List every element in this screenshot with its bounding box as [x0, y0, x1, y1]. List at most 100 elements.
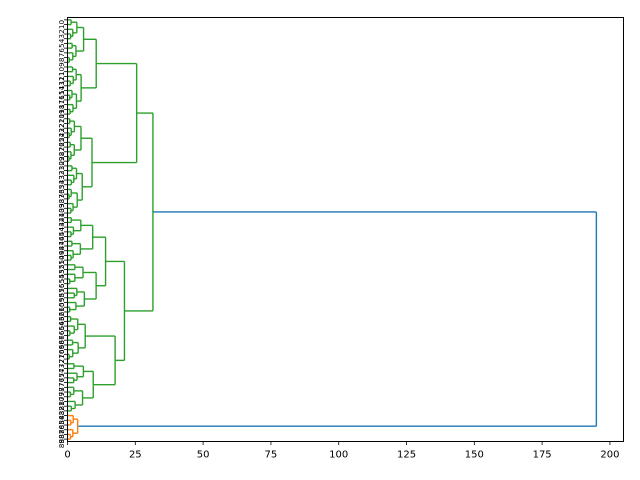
leaf-label: 86 — [58, 424, 66, 433]
leaf-label: 31 — [58, 166, 66, 175]
leaf-label: 46 — [58, 236, 66, 245]
x-tick-label: 75 — [265, 450, 278, 461]
leaf-label: 14 — [58, 85, 66, 94]
leaf-label: 64 — [58, 321, 66, 330]
leaf-label: 1 — [58, 25, 66, 29]
leaf-label: 38 — [58, 199, 66, 208]
leaf-label: 24 — [58, 132, 66, 141]
dendrogram-links — [67, 19, 598, 440]
leaf-label: 56 — [58, 283, 66, 292]
leaf-label: 68 — [58, 340, 66, 349]
leaf-label: 12 — [58, 76, 66, 85]
leaf-label: 60 — [58, 303, 66, 312]
leaf-label: 5 — [58, 43, 66, 47]
leaf-label: 8 — [58, 58, 66, 62]
leaf-label: 9 — [58, 62, 66, 66]
leaf-label: 79 — [58, 392, 66, 401]
leaf-label: 77 — [58, 383, 66, 392]
leaf-label: 42 — [58, 218, 66, 227]
leaf-label: 19 — [58, 109, 66, 118]
leaf-label: 84 — [58, 415, 66, 424]
leaf-label: 57 — [58, 288, 66, 297]
leaf-label: 39 — [58, 204, 66, 213]
leaf-label: 58 — [58, 293, 66, 302]
leaf-label: 70 — [58, 350, 66, 359]
leaf-label: 74 — [58, 368, 66, 377]
leaf-label: 71 — [58, 354, 66, 363]
leaf-label: 17 — [58, 100, 66, 109]
x-tick-label: 0 — [64, 450, 70, 461]
leaf-label: 59 — [58, 298, 66, 307]
leaf-label: 15 — [58, 91, 66, 100]
leaf-label: 34 — [58, 180, 66, 189]
leaf-label: 53 — [58, 270, 66, 279]
leaf-label: 55 — [58, 279, 66, 288]
leaf-label: 69 — [58, 345, 66, 354]
leaf-label: 45 — [58, 232, 66, 241]
leaf-label: 20 — [58, 114, 66, 123]
leaf-label: 52 — [58, 265, 66, 274]
leaf-label: 21 — [58, 119, 66, 128]
leaf-label: 87 — [58, 430, 66, 439]
x-tick-label: 150 — [465, 450, 484, 461]
leaf-label: 37 — [58, 194, 66, 203]
leaf-label: 63 — [58, 317, 66, 326]
leaf-label: 41 — [58, 213, 66, 222]
leaf-label: 2 — [58, 29, 66, 33]
leaf-label: 62 — [58, 312, 66, 321]
leaf-label: 61 — [58, 307, 66, 316]
leaf-label: 43 — [58, 222, 66, 231]
leaf-label: 0 — [58, 20, 66, 24]
leaf-label: 13 — [58, 81, 66, 90]
leaf-label: 85 — [58, 420, 66, 429]
leaf-label: 78 — [58, 387, 66, 396]
leaf-label: 49 — [58, 251, 66, 260]
leaf-label: 18 — [58, 105, 66, 114]
leaf-label: 11 — [58, 72, 66, 81]
leaf-label: 35 — [58, 185, 66, 194]
leaf-label: 76 — [58, 377, 66, 386]
leaf-label: 40 — [58, 208, 66, 217]
leaf-label: 32 — [58, 171, 66, 180]
leaf-label: 72 — [58, 359, 66, 368]
x-tick-label: 50 — [197, 450, 210, 461]
leaf-label: 29 — [58, 156, 66, 165]
leaf-label: 33 — [58, 175, 66, 184]
leaf-label: 7 — [58, 53, 66, 57]
leaf-label: 6 — [58, 48, 66, 53]
leaf-label: 4 — [58, 38, 66, 43]
leaf-label: 51 — [58, 260, 66, 269]
leaf-label: 23 — [58, 128, 66, 137]
x-tick-label: 100 — [329, 450, 348, 461]
leaf-label: 36 — [58, 189, 66, 198]
leaf-label: 83 — [58, 411, 66, 420]
x-tick-label: 175 — [533, 450, 552, 461]
leaf-label: 80 — [58, 397, 66, 406]
leaf-label: 27 — [58, 147, 66, 156]
leaf-label: 22 — [58, 124, 66, 133]
leaf-label: 50 — [58, 255, 66, 264]
leaf-label: 89 — [58, 439, 66, 448]
leaf-label: 28 — [58, 152, 66, 161]
leaf-label: 25 — [58, 138, 66, 147]
leaf-label: 26 — [58, 142, 66, 151]
leaf-label: 65 — [58, 326, 66, 335]
x-axis-ticks: 0 25 50 75 100 125 150 175 200 — [64, 441, 619, 461]
plot-frame — [67, 17, 624, 442]
leaf-label: 67 — [58, 336, 66, 345]
x-tick-label: 200 — [600, 450, 619, 461]
leaf-label: 47 — [58, 241, 66, 250]
leaf-label: 16 — [58, 95, 66, 104]
x-tick-label: 125 — [397, 450, 416, 461]
leaf-label: 54 — [58, 274, 66, 283]
leaf-label: 88 — [58, 434, 66, 443]
leaf-label: 44 — [58, 227, 66, 236]
leaf-label: 81 — [58, 401, 66, 410]
leaf-labels: 0123456789101112131415161718192021222324… — [58, 19, 68, 448]
leaf-label: 75 — [58, 373, 66, 382]
x-tick-label: 25 — [129, 450, 142, 461]
leaf-label: 48 — [58, 246, 66, 255]
leaf-label: 73 — [58, 364, 66, 373]
leaf-label: 10 — [58, 67, 66, 76]
